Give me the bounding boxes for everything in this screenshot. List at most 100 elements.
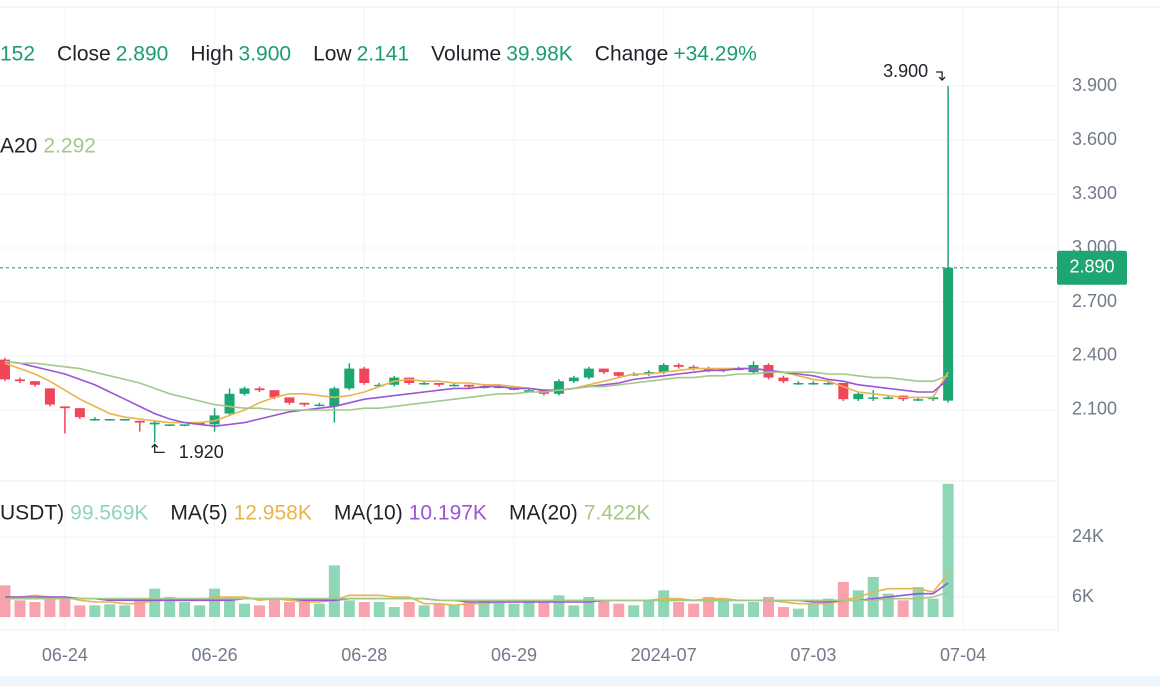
volume-legend-value: 10.197K bbox=[409, 502, 487, 525]
y-tick-label: 3.600 bbox=[1072, 129, 1117, 149]
volume-legend-value: 99.569K bbox=[70, 502, 148, 525]
candle-body bbox=[89, 418, 100, 421]
candle-body bbox=[838, 382, 849, 400]
header-value: 39.98K bbox=[506, 43, 573, 66]
y-tick-label: 2.400 bbox=[1072, 345, 1117, 365]
volume-bar bbox=[283, 602, 295, 617]
volume-legend-value: 12.958K bbox=[234, 502, 312, 525]
candle-body bbox=[778, 377, 789, 382]
volume-bar bbox=[703, 597, 715, 617]
candle-body bbox=[613, 372, 624, 376]
y-tick-label: 3.900 bbox=[1072, 75, 1117, 95]
candle-body bbox=[688, 366, 699, 369]
ma-line bbox=[4, 360, 949, 411]
volume-legend-label: MA(5) bbox=[170, 502, 227, 525]
ma-legend-value: 2.292 bbox=[43, 135, 96, 158]
header-label: Volume bbox=[431, 43, 501, 66]
candle-body bbox=[568, 377, 579, 382]
volume-bar bbox=[792, 608, 804, 617]
volume-legend-label: MA(10) bbox=[334, 502, 403, 525]
volume-legend-label: USDT) bbox=[0, 502, 64, 525]
volume-bar bbox=[433, 603, 445, 617]
header-value: +34.29% bbox=[673, 43, 757, 66]
volume-bar bbox=[493, 602, 505, 617]
candle-body bbox=[553, 381, 564, 394]
header-value: 2.141 bbox=[357, 43, 410, 66]
volume-bar bbox=[628, 605, 640, 617]
candle-body bbox=[419, 382, 430, 385]
y2-tick-label: 6K bbox=[1072, 586, 1094, 606]
volume-bar bbox=[179, 602, 191, 617]
volume-legend-label: MA(20) bbox=[509, 502, 578, 525]
candle-body bbox=[928, 397, 939, 400]
header-label: High bbox=[190, 43, 233, 66]
volume-bar bbox=[59, 598, 71, 617]
last-price-label: 2.890 bbox=[1069, 257, 1114, 277]
volume-bar bbox=[942, 483, 954, 617]
candle-body bbox=[149, 422, 160, 425]
y-tick-label: 2.100 bbox=[1072, 399, 1117, 419]
volume-bar bbox=[643, 600, 655, 617]
grid bbox=[0, 8, 1058, 630]
volume-bar bbox=[852, 590, 864, 617]
volume-bar bbox=[418, 605, 430, 617]
volume-bar bbox=[388, 607, 400, 617]
candle-body bbox=[374, 384, 385, 387]
x-tick-label: 06-28 bbox=[341, 645, 387, 665]
high-marker-label: 3.900 bbox=[883, 61, 928, 81]
candle-body bbox=[209, 415, 220, 425]
volume-bar bbox=[403, 602, 415, 617]
candle-body bbox=[523, 390, 534, 392]
volume-bar bbox=[119, 605, 131, 617]
volume-bar bbox=[927, 598, 939, 617]
candle-body bbox=[164, 424, 175, 426]
header-value: 152 bbox=[0, 43, 35, 66]
candle-body bbox=[464, 384, 475, 387]
candle-body bbox=[718, 368, 729, 371]
candle-body bbox=[44, 388, 55, 405]
candle-body bbox=[598, 368, 609, 373]
x-tick-label: 06-26 bbox=[192, 645, 238, 665]
volume-bar bbox=[733, 603, 745, 617]
volume-bar bbox=[882, 593, 894, 617]
x-tick-label: 2024-07 bbox=[631, 645, 697, 665]
volume-bar bbox=[718, 600, 730, 617]
volume-bar bbox=[658, 590, 670, 617]
labels: 152 Close 2.890 High 3.900 Low 2.141 Volume 39.9… bbox=[0, 43, 1127, 665]
x-tick-label: 07-04 bbox=[940, 645, 986, 665]
volume-bar bbox=[194, 605, 206, 617]
candle-body bbox=[793, 382, 804, 385]
marks bbox=[0, 86, 1058, 617]
header-value: 2.890 bbox=[116, 43, 169, 66]
volume-bar bbox=[29, 602, 41, 617]
volume-bar bbox=[74, 605, 86, 617]
volume-bar bbox=[523, 600, 535, 617]
candle-body bbox=[74, 408, 85, 418]
candle-body bbox=[104, 418, 115, 421]
candle-body bbox=[314, 404, 325, 407]
volume-bar bbox=[298, 600, 310, 617]
bottom-bar bbox=[0, 676, 1160, 686]
candle-body bbox=[868, 397, 879, 399]
volume-bar bbox=[239, 603, 251, 617]
candle-body bbox=[0, 359, 10, 380]
candle-body bbox=[359, 368, 370, 383]
volume-bar bbox=[89, 605, 101, 617]
volume-bar bbox=[0, 585, 11, 617]
high-marker-arrow bbox=[936, 71, 946, 81]
volume-bar bbox=[598, 600, 610, 617]
candle-body bbox=[344, 368, 355, 389]
ma-line bbox=[4, 360, 949, 428]
volume-bar bbox=[538, 602, 550, 617]
x-tick-label: 06-24 bbox=[42, 645, 88, 665]
header-value: 3.900 bbox=[239, 43, 292, 66]
volume-bar bbox=[478, 600, 490, 617]
volume-bar bbox=[762, 597, 774, 617]
x-tick-label: 06-29 bbox=[491, 645, 537, 665]
volume-bar bbox=[583, 597, 595, 617]
volume-bar bbox=[897, 600, 909, 617]
x-tick-label: 07-03 bbox=[790, 645, 836, 665]
candle-body bbox=[673, 364, 684, 367]
candle-body bbox=[254, 388, 265, 391]
